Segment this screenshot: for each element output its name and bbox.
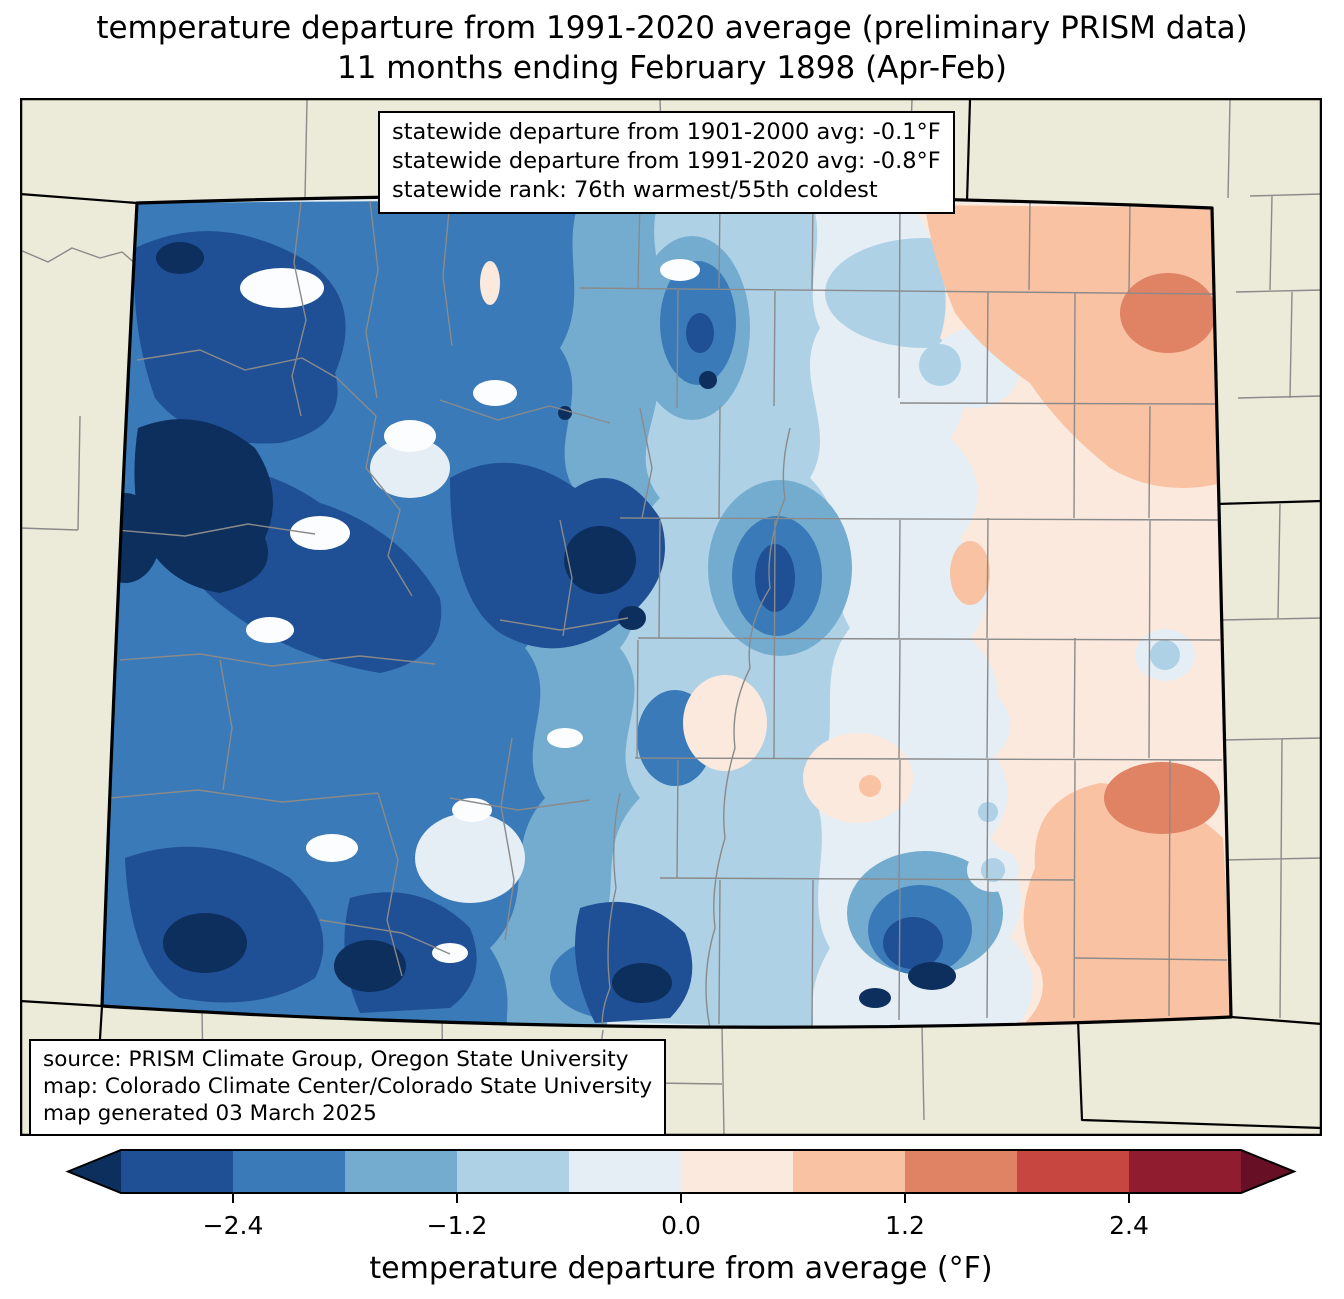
statewide-stats-box: statewide departure from 1901-2000 avg: …: [378, 111, 955, 214]
colorbar-segment: [681, 1150, 794, 1193]
map-axes: statewide departure from 1901-2000 avg: …: [20, 98, 1322, 1136]
colorbar-tick-label: −2.4: [203, 1211, 264, 1240]
colorbar-segment: [905, 1150, 1018, 1193]
source-line-2: map: Colorado Climate Center/Colorado St…: [43, 1073, 652, 1100]
colorbar-segment: [345, 1150, 458, 1193]
colorbar-segment: [121, 1150, 234, 1193]
figure-canvas: temperature departure from 1991-2020 ave…: [0, 0, 1344, 1299]
colorbar-tick-label: 2.4: [1109, 1211, 1149, 1240]
colorbar-tick-label: 0.0: [661, 1211, 701, 1240]
contour-fill: [90, 196, 1231, 1030]
colorbar: −2.4 −1.2 0.0 1.2 2.4 temperature departure …: [0, 1148, 1344, 1299]
colorbar-tick-label: 1.2: [885, 1211, 925, 1240]
colorbar-right-arrow: [1241, 1150, 1294, 1193]
stats-line-1: statewide departure from 1901-2000 avg: …: [392, 118, 941, 147]
colorbar-segment: [793, 1150, 906, 1193]
colorado-map: [20, 98, 1322, 1136]
colorbar-left-arrow: [68, 1150, 121, 1193]
colorbar-segment: [569, 1150, 682, 1193]
colorbar-segments: [121, 1150, 1242, 1193]
title-line-1: temperature departure from 1991-2020 ave…: [0, 8, 1344, 48]
colorbar-segment: [457, 1150, 570, 1193]
figure-title: temperature departure from 1991-2020 ave…: [0, 8, 1344, 88]
title-line-2: 11 months ending February 1898 (Apr-Feb): [0, 48, 1344, 88]
stats-line-3: statewide rank: 76th warmest/55th coldes…: [392, 176, 941, 205]
colorbar-segment: [1129, 1150, 1242, 1193]
source-line-1: source: PRISM Climate Group, Oregon Stat…: [43, 1046, 652, 1073]
stats-line-2: statewide departure from 1991-2020 avg: …: [392, 147, 941, 176]
colorbar-tick-label: −1.2: [427, 1211, 488, 1240]
source-line-3: map generated 03 March 2025: [43, 1100, 652, 1127]
source-attribution-box: source: PRISM Climate Group, Oregon Stat…: [29, 1039, 666, 1136]
colorbar-segment: [1017, 1150, 1130, 1193]
colorbar-axis-label: temperature departure from average (°F): [369, 1251, 992, 1286]
colorbar-ticks: −2.4 −1.2 0.0 1.2 2.4: [203, 1193, 1149, 1240]
colorbar-segment: [233, 1150, 346, 1193]
